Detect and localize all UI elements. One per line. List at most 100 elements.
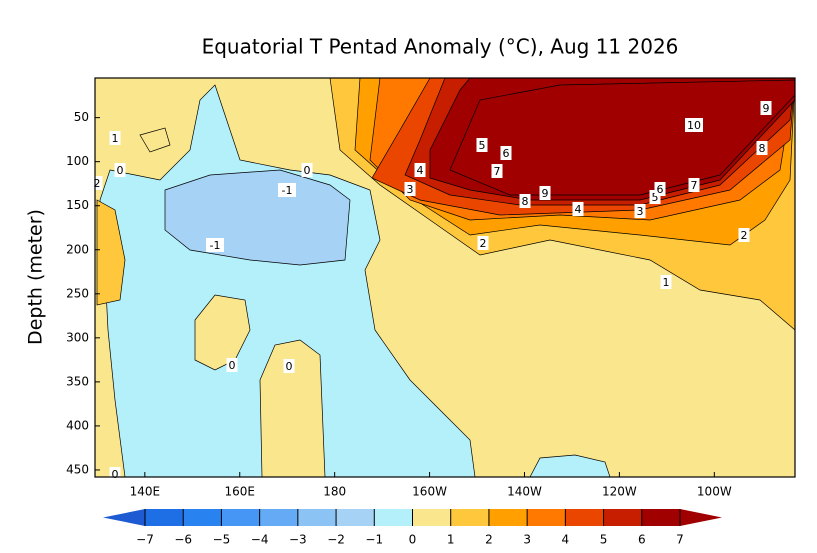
y-tick-label: 400 [66,418,89,432]
contour-label-bg [476,138,488,152]
contour-label: 5 [652,191,659,204]
y-axis-label: Depth (meter) [25,209,47,345]
contour-label-bg [660,275,672,289]
contour-region [164,169,351,266]
plot-frame [94,77,796,478]
contour-label: 7 [494,165,501,178]
colorbar-label: −1 [365,533,383,547]
chart-title: Equatorial T Pentad Anomaly (°C), Aug 11… [202,35,679,59]
colorbar-swatch [145,509,184,526]
contour-label: 8 [522,195,529,208]
colorbar-swatch [527,509,566,526]
contour-label-bg [756,141,768,155]
contour-label-bg [301,163,313,177]
colorbar-arrow [680,509,722,526]
contour-label-bg [278,183,296,197]
contour-label-bg [404,182,416,196]
colorbar-label: −5 [213,533,231,547]
x-tick-label: 140W [507,485,542,499]
colorbar-label: 1 [447,533,455,547]
colorbar-arrow [103,509,145,526]
y-tick-label: 350 [66,374,89,388]
y-tick-label: 450 [66,462,89,476]
contour-label-bg [688,178,700,192]
colorbar-label: 6 [638,533,646,547]
contour-label: 0 [112,468,119,481]
contour-label-bg [539,186,551,200]
contour-label: 8 [759,142,766,155]
contour-label-bg [283,359,295,373]
contour-label-bg [634,204,646,218]
colorbar-swatch [259,509,298,526]
colorbar-label: −6 [174,533,192,547]
contour-label-bg [519,194,531,208]
colorbar-label: −2 [327,533,345,547]
contour-label: 10 [687,119,701,132]
colorbar-swatch [450,509,489,526]
contour-label-bg [500,146,512,160]
colorbar-swatch [183,509,222,526]
colorbar-label: 5 [600,533,608,547]
contour-label: 2 [94,177,101,190]
contour-label: 0 [304,164,311,177]
contour-label-bg [109,131,121,145]
colorbar-swatch [641,509,680,526]
y-tick-label: 100 [66,154,89,168]
contour-label: 9 [542,187,549,200]
colorbar-swatch [565,509,604,526]
contour-label-bg [738,228,750,242]
contour-label: 3 [637,205,644,218]
contour-label-bg [109,467,121,481]
contour-label: 3 [407,183,414,196]
contour-label: 4 [417,164,424,177]
contour-label: -1 [210,239,221,252]
contour-label-bg [114,163,126,177]
y-tick-label: 250 [66,286,89,300]
colorbar-swatch [336,509,375,526]
colorbar-label: 0 [409,533,417,547]
x-tick-label: 120W [602,485,637,499]
contour-label-bg [654,182,666,196]
contour-label: 0 [117,164,124,177]
x-tick-label: 160E [224,485,255,499]
contour-label-bg [91,176,103,190]
contour-label: 5 [479,139,486,152]
contour-label: 2 [480,237,487,250]
contour-label-bg [226,358,238,372]
y-tick-label: 50 [74,110,89,124]
colorbar-label: −3 [289,533,307,547]
colorbar-label: 4 [562,533,570,547]
contour-label: 1 [112,132,119,145]
contour-label: 6 [503,147,510,160]
contour-label-bg [414,163,426,177]
colorbar-swatch [221,509,260,526]
x-tick-label: 160W [412,485,447,499]
contour-label: 2 [741,229,748,242]
x-tick-label: 140E [130,485,161,499]
contour-label-bg [491,164,503,178]
contour-label-bg [572,202,584,216]
contour-label-bg [477,236,489,250]
colorbar-swatch [412,509,451,526]
contour-label: 6 [657,183,664,196]
contour-label: 7 [691,179,698,192]
y-tick-label: 200 [66,242,89,256]
colorbar-swatch [374,509,413,526]
contour-label: 4 [575,203,582,216]
colorbar-label: 7 [676,533,684,547]
contour-label: 0 [229,359,236,372]
y-tick-label: 300 [66,330,89,344]
contour-region [96,199,126,306]
x-tick-label: 180 [323,485,346,499]
colorbar-swatch [488,509,528,526]
contour-label: 0 [286,360,293,373]
x-tick-label: 100W [697,485,732,499]
contour-region [194,294,251,371]
colorbar-label: −4 [251,533,269,547]
contour-label: -1 [282,184,293,197]
colorbar-label: −7 [136,533,154,547]
contour-label-bg [685,118,703,132]
contour-label-bg [760,101,772,115]
